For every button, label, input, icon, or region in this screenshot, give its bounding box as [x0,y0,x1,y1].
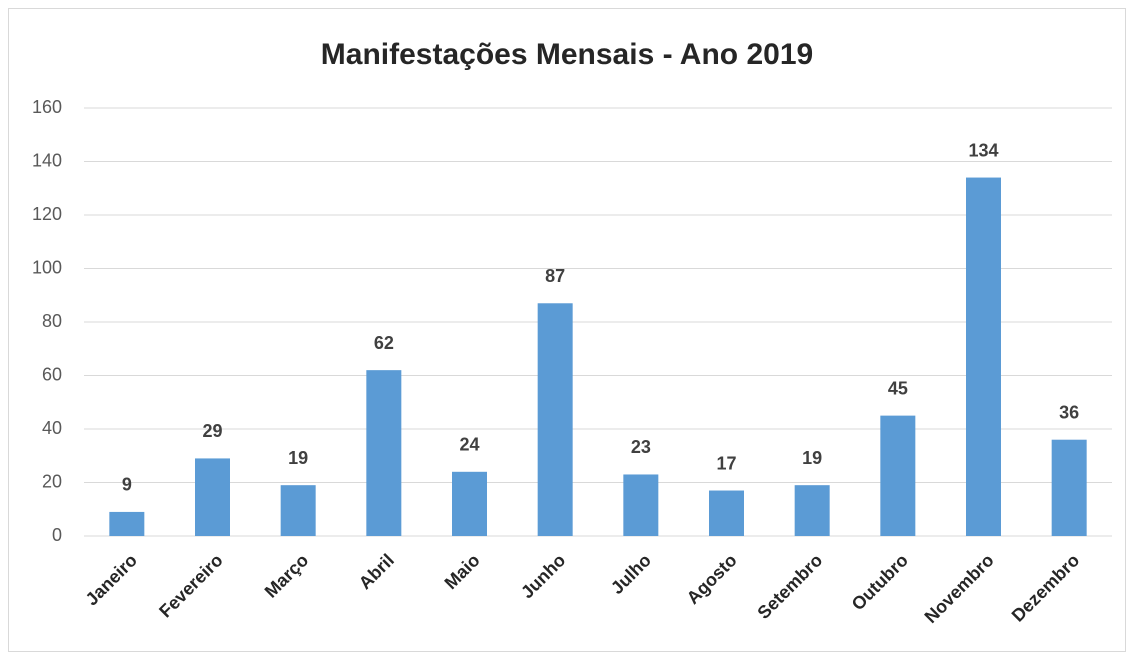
bar [195,458,230,536]
data-label: 9 [122,475,132,495]
y-tick-label: 20 [42,471,62,491]
chart-title: Manifestações Mensais - Ano 2019 [321,38,813,71]
data-label: 17 [716,453,736,473]
bar [366,370,402,536]
data-label: 36 [1059,402,1079,422]
bar [452,471,487,536]
y-tick-label: 0 [52,525,62,545]
y-tick-label: 140 [32,150,62,170]
bar [880,415,916,536]
bar [280,485,316,536]
data-label: 134 [968,140,998,160]
bar [794,485,830,536]
data-label: 29 [202,421,222,441]
bar [966,177,1001,537]
y-tick-label: 120 [32,204,62,224]
data-label: 62 [374,333,394,353]
bar [109,511,145,536]
bar [537,303,573,536]
data-label: 87 [545,266,565,286]
y-tick-label: 80 [42,311,62,331]
data-label: 23 [631,437,651,457]
bar [709,490,744,536]
data-label: 19 [288,448,308,468]
data-label: 45 [888,378,908,398]
data-label: 24 [459,435,479,455]
bar [623,474,659,536]
data-label: 19 [802,448,822,468]
y-tick-label: 100 [32,257,62,277]
y-tick-label: 160 [32,97,62,117]
y-tick-label: 60 [42,364,62,384]
bar [1051,439,1087,536]
y-tick-label: 40 [42,418,62,438]
